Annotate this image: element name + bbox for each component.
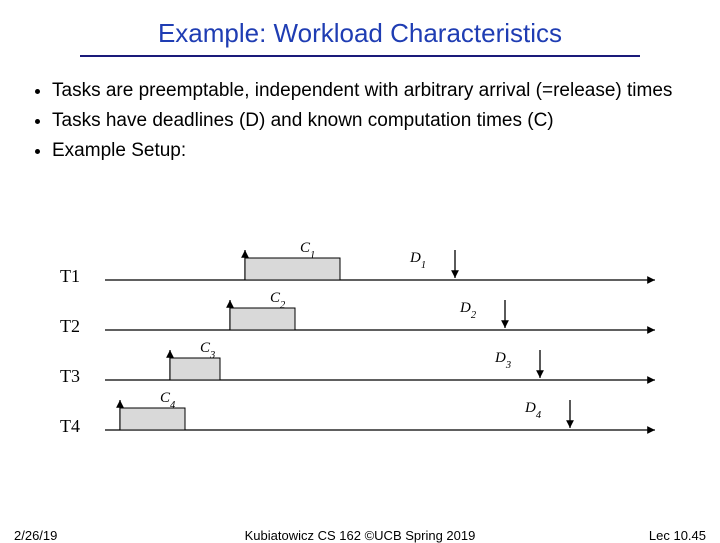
svg-text:C2: C2 (270, 290, 286, 311)
svg-text:D1: D1 (409, 250, 426, 271)
svg-text:C4: C4 (160, 390, 176, 411)
timeline-diagram: T1 C1 D1 T2 C2 D2 T3 C3 D3 T4 C4 D4 (60, 240, 660, 460)
svg-text:D4: D4 (524, 400, 542, 421)
svg-text:T1: T1 (60, 266, 80, 286)
svg-text:T2: T2 (60, 316, 80, 336)
bullet-item: Example Setup: (52, 139, 690, 163)
bullet-item: Tasks have deadlines (D) and known compu… (52, 109, 690, 133)
svg-text:C3: C3 (200, 340, 215, 361)
footer-lecture: Lec 10.45 (649, 528, 706, 543)
svg-text:T4: T4 (60, 416, 80, 436)
svg-text:D2: D2 (459, 300, 477, 321)
svg-text:D3: D3 (494, 350, 511, 371)
slide-title: Example: Workload Characteristics (0, 0, 720, 55)
svg-text:C1: C1 (300, 240, 315, 261)
bullet-item: Tasks are preemptable, independent with … (52, 79, 690, 103)
footer-center: Kubiatowicz CS 162 ©UCB Spring 2019 (0, 528, 720, 543)
bullet-list: Tasks are preemptable, independent with … (30, 79, 690, 162)
svg-text:T3: T3 (60, 366, 80, 386)
title-underline (80, 55, 640, 57)
